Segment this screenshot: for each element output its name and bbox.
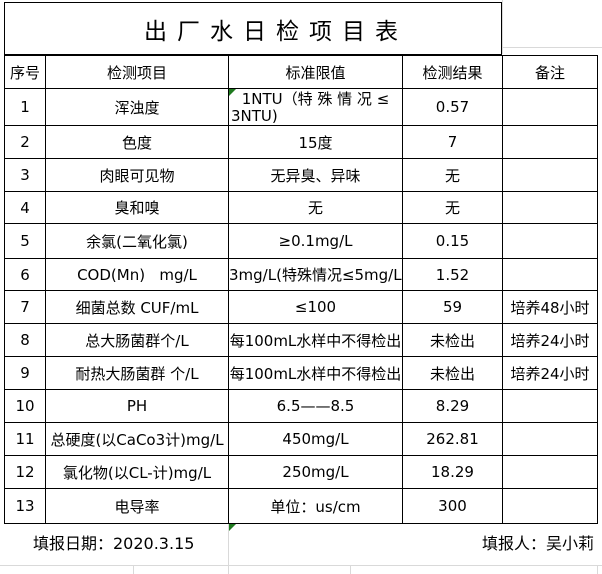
cell-result[interactable]: 1.52	[402, 258, 503, 291]
table-row: 3 肉眼可见物 无异臭、异味无	[4, 158, 598, 192]
cell-result[interactable]: 未检出	[402, 323, 503, 357]
table-row: 11 总硬度(以CaCo3计)mg/L 450mg/L 262.81	[4, 422, 598, 456]
cell-note[interactable]	[502, 455, 598, 489]
cell-result[interactable]: 0.57	[402, 88, 503, 126]
table-row: 1 浑浊度 1NTU（特 殊 情 况 ≤3NTU) 0.57	[4, 88, 598, 126]
table-row: 2 色度 15度 7	[4, 125, 598, 159]
table-row: 10 PH 6.5——8.5 8.29	[4, 389, 598, 423]
cell-note[interactable]	[502, 389, 598, 423]
cell-comment-flag-icon	[229, 524, 236, 531]
cell-result[interactable]: 59	[402, 290, 503, 324]
cell-limit[interactable]: 3mg/L(特殊情况≤5mg/L)	[228, 258, 403, 291]
sheet-gridline	[503, 47, 602, 48]
cell-note[interactable]	[502, 258, 598, 291]
sheet-gridline	[228, 524, 229, 574]
cell-note[interactable]: 培养24小时	[502, 323, 598, 357]
cell-item[interactable]: 色度	[45, 125, 229, 159]
page-title[interactable]: 出厂水日检项目表	[4, 2, 502, 55]
cell-limit[interactable]: 250mg/L	[228, 455, 403, 489]
cell-item[interactable]: 耐热大肠菌群 个/L	[45, 356, 229, 390]
column-header-limit[interactable]: 标准限值	[228, 55, 403, 89]
cell-no[interactable]: 4	[4, 191, 46, 224]
cell-limit[interactable]: 无	[228, 191, 403, 224]
report-date[interactable]: 填报日期：2020.3.15	[33, 534, 195, 553]
cell-note[interactable]: 培养24小时	[502, 356, 598, 390]
cell-item[interactable]: 臭和嗅	[45, 191, 229, 224]
cell-no[interactable]: 9	[4, 356, 46, 390]
sheet-gridline	[350, 566, 351, 574]
cell-note[interactable]	[502, 488, 598, 524]
cell-comment-flag-icon	[229, 89, 236, 96]
report-preparer[interactable]: 填报人：吴小莉	[481, 534, 594, 553]
cell-note[interactable]	[502, 88, 598, 126]
cell-result[interactable]: 未检出	[402, 356, 503, 390]
cell-no[interactable]: 13	[4, 488, 46, 524]
cell-item[interactable]: 余氯(二氧化氯)	[45, 223, 229, 259]
cell-result[interactable]: 300	[402, 488, 503, 524]
cell-limit[interactable]: ≤100	[228, 290, 403, 324]
cell-limit[interactable]: 450mg/L	[228, 422, 403, 456]
cell-result[interactable]: 8.29	[402, 389, 503, 423]
cell-item[interactable]: PH	[45, 389, 229, 423]
column-header-result[interactable]: 检测结果	[402, 55, 503, 89]
table-row: 6 COD(Mn) mg/L 3mg/L(特殊情况≤5mg/L) 1.52	[4, 258, 598, 291]
cell-no[interactable]: 7	[4, 290, 46, 324]
sheet-gridline	[502, 0, 503, 54]
sheet-gridline	[0, 565, 602, 566]
cell-limit[interactable]: 15度	[228, 125, 403, 159]
sheet-gridline	[133, 566, 134, 574]
cell-limit[interactable]: 6.5——8.5	[228, 389, 403, 423]
column-header-note[interactable]: 备注	[502, 55, 598, 89]
cell-limit[interactable]: 每100mL水样中不得检出	[228, 323, 403, 357]
cell-result[interactable]: 无	[402, 191, 503, 224]
cell-no[interactable]: 8	[4, 323, 46, 357]
header-row: 序号 检测项目 标准限值 检测结果 备注	[4, 55, 598, 89]
cell-result[interactable]: 262.81	[402, 422, 503, 456]
cell-result[interactable]: 无	[402, 158, 503, 192]
cell-note[interactable]	[502, 125, 598, 159]
cell-item[interactable]: 细菌总数 CUF/mL	[45, 290, 229, 324]
cell-item[interactable]: 氯化物(以CL-计)mg/L	[45, 455, 229, 489]
table-row: 12 氯化物(以CL-计)mg/L 250mg/L 18.29	[4, 455, 598, 489]
cell-item[interactable]: 电导率	[45, 488, 229, 524]
table-row: 13 电导率 单位：us/cm 300	[4, 488, 598, 524]
table-row: 7 细菌总数 CUF/mL ≤100 59 培养48小时	[4, 290, 598, 324]
cell-note[interactable]	[502, 191, 598, 224]
table-body: 1 浑浊度 1NTU（特 殊 情 况 ≤3NTU) 0.57 2 色度 15度 7 3 肉眼可见物…	[4, 88, 598, 524]
cell-note[interactable]: 培养48小时	[502, 290, 598, 324]
cell-result[interactable]: 18.29	[402, 455, 503, 489]
inspection-table: 序号 检测项目 标准限值 检测结果 备注 1 浑浊度 1NTU（特 殊 情 况 ≤3…	[4, 55, 598, 524]
cell-result[interactable]: 7	[402, 125, 503, 159]
cell-item[interactable]: 肉眼可见物	[45, 158, 229, 192]
cell-no[interactable]: 3	[4, 158, 46, 192]
cell-limit[interactable]: 1NTU（特 殊 情 况 ≤3NTU)	[228, 88, 403, 126]
cell-limit[interactable]: 单位：us/cm	[228, 488, 403, 524]
table-row: 8 总大肠菌群个/L 每100mL水样中不得检出 未检出 培养24小时	[4, 323, 598, 357]
cell-no[interactable]: 10	[4, 389, 46, 423]
cell-no[interactable]: 11	[4, 422, 46, 456]
column-header-item[interactable]: 检测项目	[45, 55, 229, 89]
cell-no[interactable]: 6	[4, 258, 46, 291]
table-row: 9 耐热大肠菌群 个/L 每100mL水样中不得检出 未检出 培养24小时	[4, 356, 598, 390]
cell-limit[interactable]: ≥0.1mg/L	[228, 223, 403, 259]
cell-result[interactable]: 0.15	[402, 223, 503, 259]
cell-limit[interactable]: 每100mL水样中不得检出	[228, 356, 403, 390]
table-row: 5 余氯(二氧化氯) ≥0.1mg/L 0.15	[4, 223, 598, 259]
cell-no[interactable]: 2	[4, 125, 46, 159]
table-row: 4 臭和嗅无无	[4, 191, 598, 224]
column-header-no[interactable]: 序号	[4, 55, 46, 89]
cell-no[interactable]: 12	[4, 455, 46, 489]
cell-note[interactable]	[502, 422, 598, 456]
cell-item[interactable]: COD(Mn) mg/L	[45, 258, 229, 291]
cell-no[interactable]: 1	[4, 88, 46, 126]
cell-limit[interactable]: 无异臭、异味	[228, 158, 403, 192]
cell-no[interactable]: 5	[4, 223, 46, 259]
cell-item[interactable]: 浑浊度	[45, 88, 229, 126]
cell-item[interactable]: 总大肠菌群个/L	[45, 323, 229, 357]
cell-item[interactable]: 总硬度(以CaCo3计)mg/L	[45, 422, 229, 456]
sheet-gridline	[597, 566, 598, 574]
cell-note[interactable]	[502, 158, 598, 192]
cell-note[interactable]	[502, 223, 598, 259]
